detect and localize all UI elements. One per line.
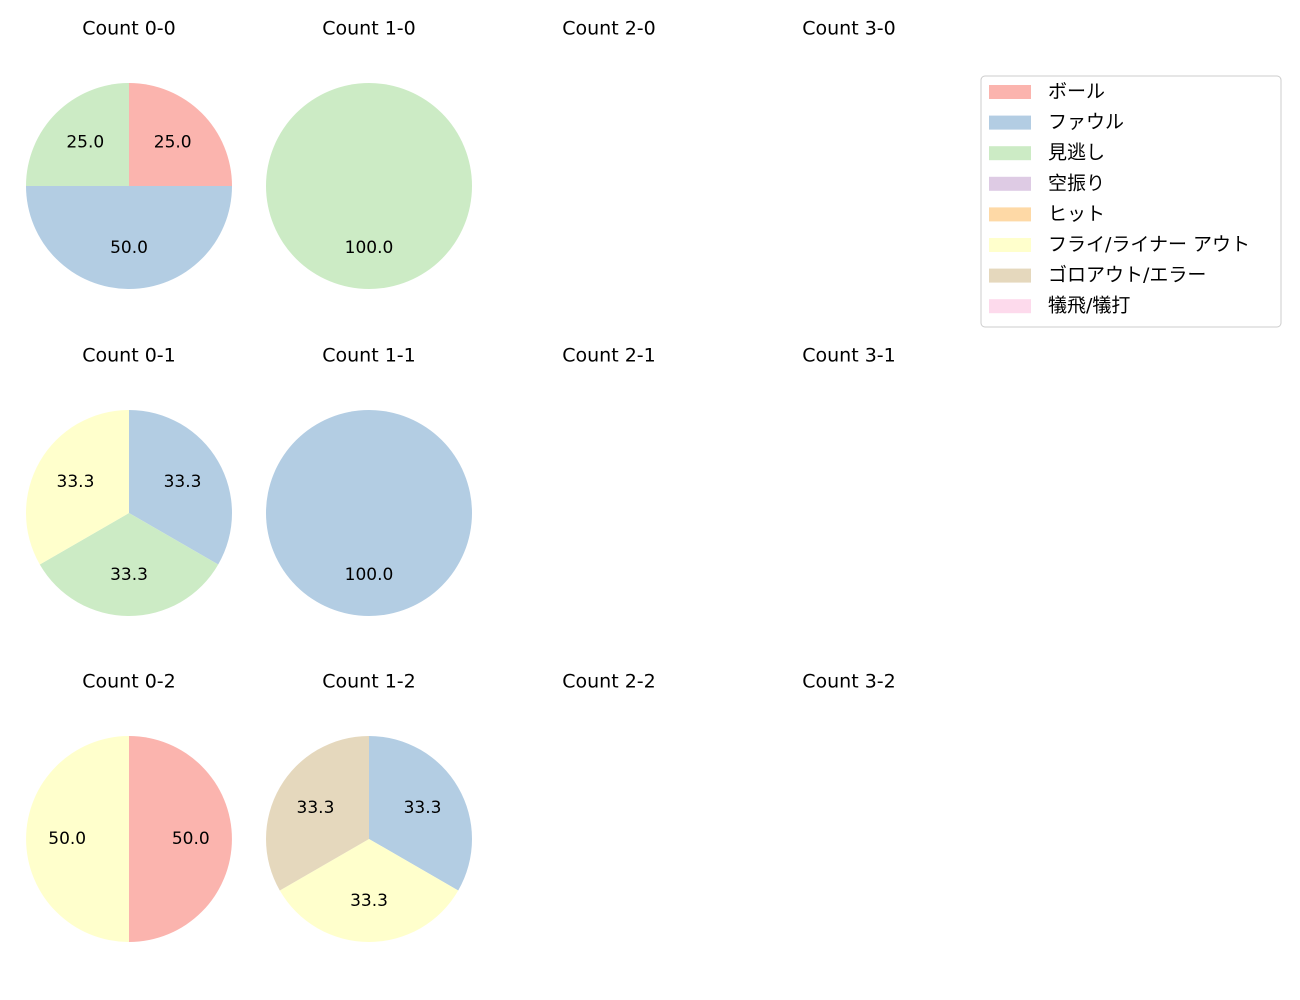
- legend-label: フライ/ライナー アウト: [1048, 234, 1250, 256]
- pie-slice: [266, 83, 472, 289]
- legend-label: 犠飛/犠打: [1048, 295, 1130, 317]
- slice-label: 33.3: [404, 798, 442, 818]
- legend-swatch: [989, 238, 1031, 252]
- pie-title: Count 0-1: [82, 345, 176, 367]
- pie-slice: [369, 736, 472, 891]
- legend-swatch: [989, 268, 1031, 283]
- legend-box: [980, 75, 1282, 328]
- pie-title: Count 3-0: [802, 18, 896, 40]
- pie-title: Count 2-0: [562, 18, 656, 40]
- pie-title: Count 0-0: [82, 18, 176, 40]
- pie-title: Count 2-2: [562, 671, 656, 693]
- pie-slice: [26, 83, 129, 186]
- pie-slice: [129, 83, 232, 186]
- legend-swatch: [989, 299, 1031, 314]
- pie-slice: [266, 736, 369, 891]
- pie-slice: [129, 736, 232, 942]
- pie-title: Count 1-0: [322, 18, 416, 40]
- legend-swatch: [989, 85, 1031, 99]
- pie-slice: [39, 513, 219, 616]
- legend-swatch: [989, 176, 1031, 191]
- legend-label: ゴロアウト/エラー: [1048, 264, 1206, 286]
- legend-swatch: [989, 207, 1031, 222]
- slice-label: 33.3: [350, 891, 388, 911]
- slice-label: 50.0: [48, 829, 86, 849]
- slice-label: 25.0: [154, 132, 192, 152]
- pie-title: Count 3-1: [802, 345, 896, 367]
- pie-title: Count 1-1: [322, 345, 416, 367]
- legend-swatch: [989, 115, 1031, 130]
- pie-slice: [129, 410, 232, 565]
- pie-slice: [26, 410, 129, 565]
- slice-label: 100.0: [345, 238, 394, 258]
- legend-swatch: [989, 146, 1031, 161]
- legend-label: ヒット: [1048, 203, 1105, 225]
- pie-slice: [266, 410, 472, 616]
- legend-label: ファウル: [1048, 111, 1124, 133]
- pie-title: Count 3-2: [802, 671, 896, 693]
- slice-label: 33.3: [297, 798, 335, 818]
- slice-label: 50.0: [172, 829, 210, 849]
- legend-label: 見逃し: [1048, 142, 1105, 164]
- legend-label: ボール: [1048, 81, 1105, 103]
- pie-slice: [26, 186, 232, 289]
- legend-label: 空振り: [1048, 172, 1105, 194]
- pie-title: Count 1-2: [322, 671, 416, 693]
- slice-label: 100.0: [345, 565, 394, 585]
- slice-label: 33.3: [110, 565, 148, 585]
- pie-title: Count 2-1: [562, 345, 656, 367]
- pie-title: Count 0-2: [82, 671, 176, 693]
- slice-label: 33.3: [57, 472, 95, 492]
- slice-label: 33.3: [164, 472, 202, 492]
- pie-slice: [26, 736, 129, 942]
- slice-label: 25.0: [66, 132, 104, 152]
- slice-label: 50.0: [110, 238, 148, 258]
